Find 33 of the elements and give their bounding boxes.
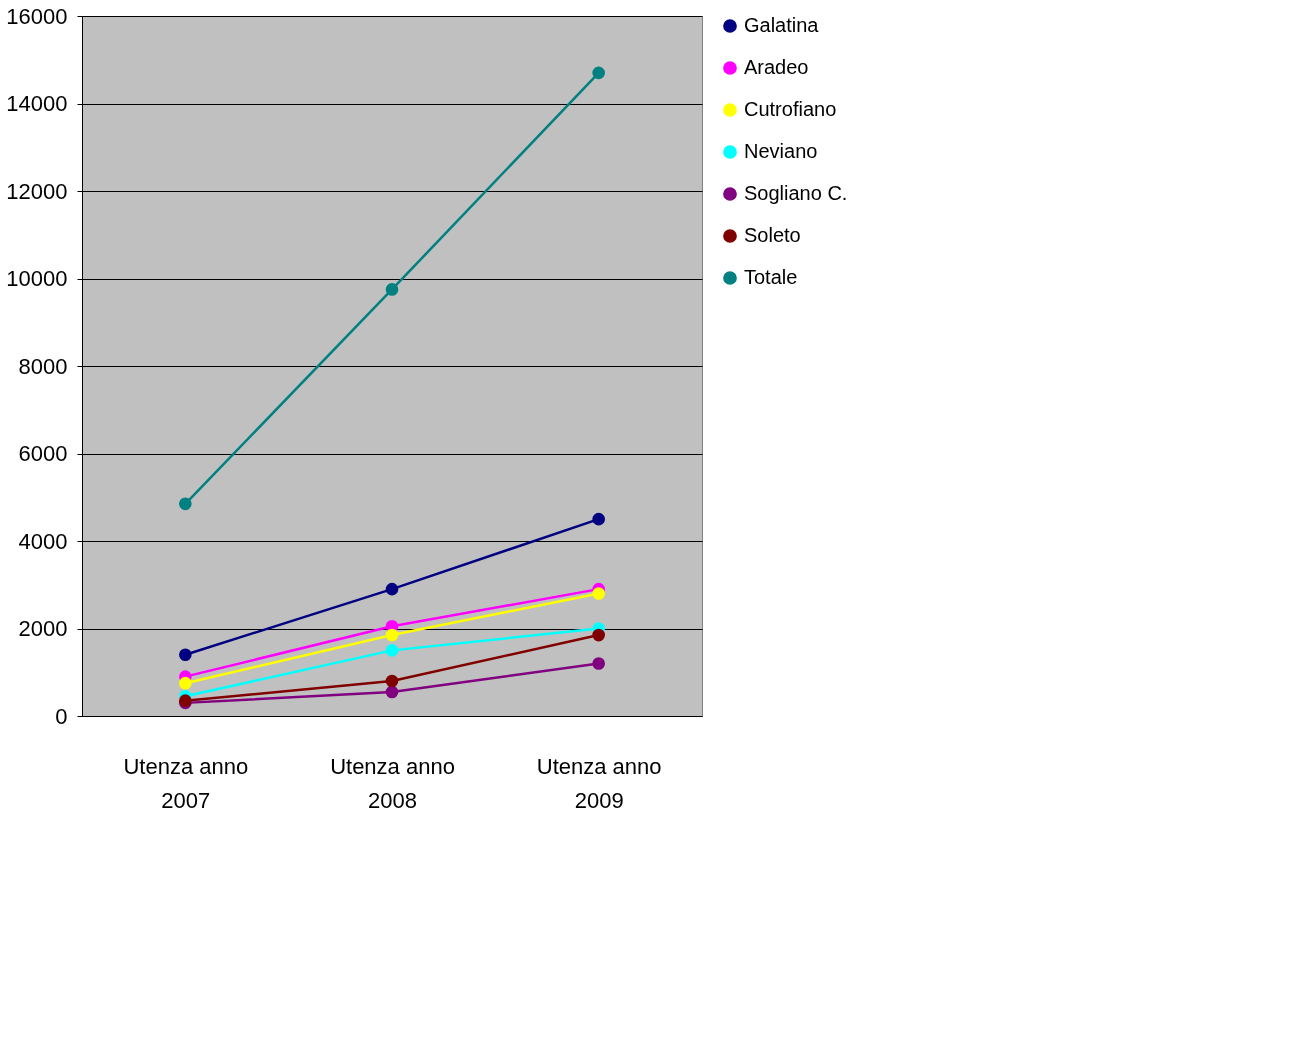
legend-label: Galatina <box>744 14 820 36</box>
point <box>179 497 192 511</box>
point <box>592 587 605 600</box>
y-tick-label: 12000 <box>6 178 68 204</box>
point <box>179 676 192 690</box>
point <box>385 685 399 699</box>
point <box>385 674 399 688</box>
point <box>385 644 399 657</box>
point <box>179 648 192 662</box>
legend-label: Neviano <box>744 140 818 162</box>
x-tick-label: Utenza anno 2009 <box>536 753 662 813</box>
point <box>592 512 605 526</box>
y-tick-label: 2000 <box>18 616 68 641</box>
point <box>385 582 399 596</box>
point <box>385 628 399 642</box>
y-tick-label: 4000 <box>18 528 68 554</box>
point <box>592 628 605 642</box>
legend-label: Cutrofiano <box>744 98 837 120</box>
y-tick-label: 6000 <box>18 441 68 466</box>
y-tick-label: 16000 <box>6 3 68 29</box>
x-tick-label: Utenza anno 2008 <box>330 753 455 813</box>
point <box>592 66 605 80</box>
legend-label: Aradeo <box>744 56 809 78</box>
legend-label: Totale <box>744 266 798 288</box>
y-tick-label: 14000 <box>6 91 68 116</box>
x-tick-label: Utenza anno 2007 <box>123 753 249 813</box>
point <box>592 657 605 670</box>
point <box>385 283 399 296</box>
y-tick-label: 0 <box>55 703 68 729</box>
y-tick-label: 8000 <box>18 353 68 379</box>
y-tick-label: 10000 <box>6 266 68 291</box>
legend-label: Sogliano C. <box>744 182 848 204</box>
legend-label: Soleto <box>744 224 801 246</box>
